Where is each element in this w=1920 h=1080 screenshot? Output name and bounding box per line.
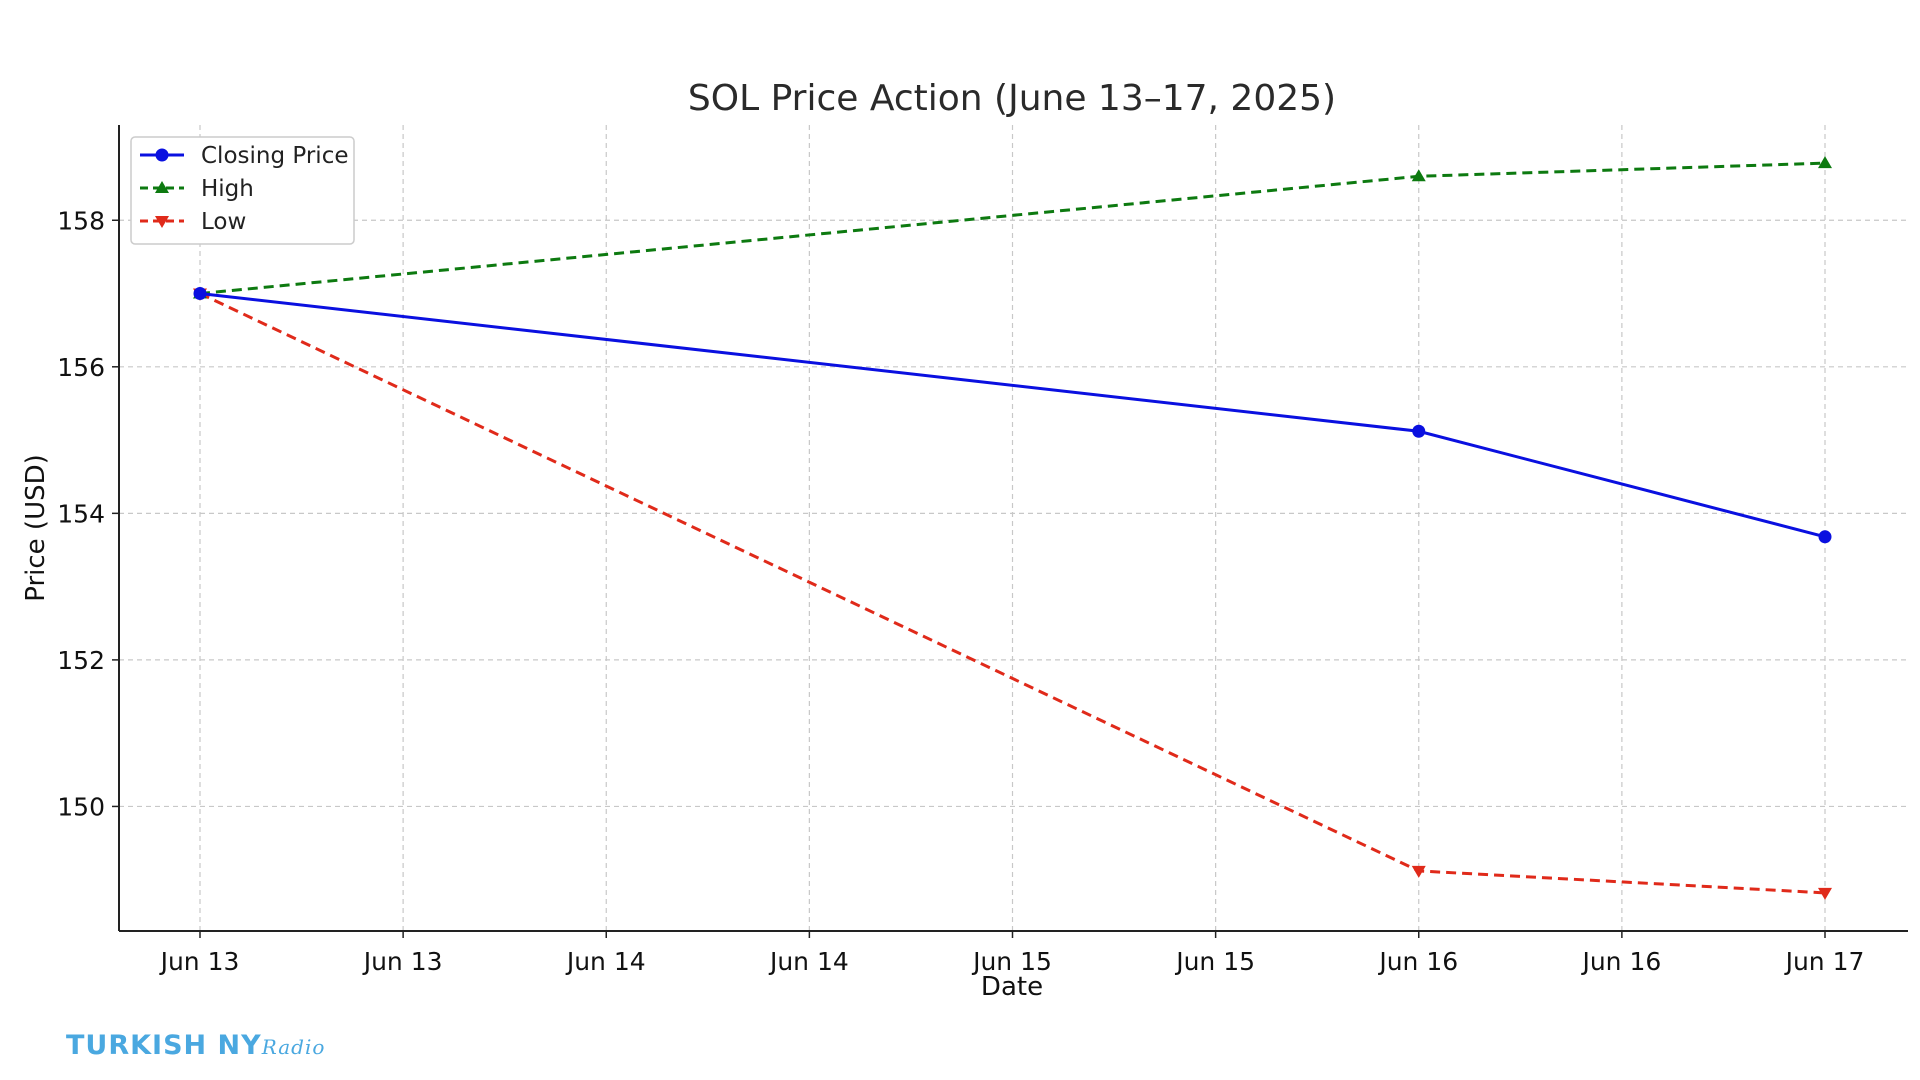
x-axis-label: Date bbox=[981, 972, 1043, 1002]
x-ticks: Jun 13 Jun 13 Jun 14 Jun 14 Jun 15 Jun 15 Jun … bbox=[159, 931, 1865, 976]
legend-label-low: Low bbox=[201, 209, 246, 235]
y-tick-label: 154 bbox=[57, 499, 105, 528]
legend-label-high: High bbox=[201, 176, 254, 202]
legend-marker-closing-price bbox=[155, 148, 169, 162]
data-point-closing-price bbox=[1412, 424, 1426, 438]
x-tick-label: Jun 14 bbox=[565, 947, 646, 976]
data-point-high bbox=[1818, 156, 1832, 169]
x-tick-label: Jun 15 bbox=[971, 947, 1052, 976]
legend: Closing Price High Low bbox=[130, 136, 355, 245]
data-point-high bbox=[1411, 169, 1426, 182]
legend-label-closing-price: Closing Price bbox=[201, 143, 349, 169]
data-point-closing-price bbox=[193, 287, 207, 301]
x-tick-label: Jun 14 bbox=[768, 947, 849, 976]
x-tick-label: Jun 13 bbox=[159, 947, 240, 976]
y-tick-label: 158 bbox=[57, 206, 105, 235]
axes bbox=[118, 125, 1908, 932]
y-tick-label: 150 bbox=[57, 792, 105, 821]
x-tick-label: Jun 16 bbox=[1377, 947, 1458, 976]
watermark-text: TURKISH NY bbox=[66, 1030, 262, 1061]
y-tick-label: 152 bbox=[57, 646, 105, 675]
data-point-low bbox=[1818, 887, 1832, 900]
y-axis-label: Price (USD) bbox=[21, 454, 51, 602]
legend-box bbox=[130, 136, 355, 245]
x-tick-label: Jun 13 bbox=[362, 947, 443, 976]
legend-marker-low bbox=[155, 216, 169, 228]
grid bbox=[119, 125, 1908, 931]
y-tick-label: 156 bbox=[57, 353, 105, 382]
x-tick-label: Jun 16 bbox=[1580, 947, 1661, 976]
legend-marker-high bbox=[155, 181, 169, 193]
x-tick-label: Jun 15 bbox=[1174, 947, 1255, 976]
watermark-script: Radio bbox=[261, 1035, 326, 1059]
chart-title: SOL Price Action (June 13–17, 2025) bbox=[688, 78, 1336, 119]
watermark-logo: TURKISH NYRadio bbox=[66, 1030, 325, 1061]
series-group bbox=[193, 156, 1832, 900]
y-ticks: 150 152 154 156 158 bbox=[57, 206, 119, 821]
x-tick-label: Jun 17 bbox=[1784, 947, 1865, 976]
data-point-low bbox=[1411, 865, 1426, 878]
data-point-closing-price bbox=[1818, 530, 1832, 544]
